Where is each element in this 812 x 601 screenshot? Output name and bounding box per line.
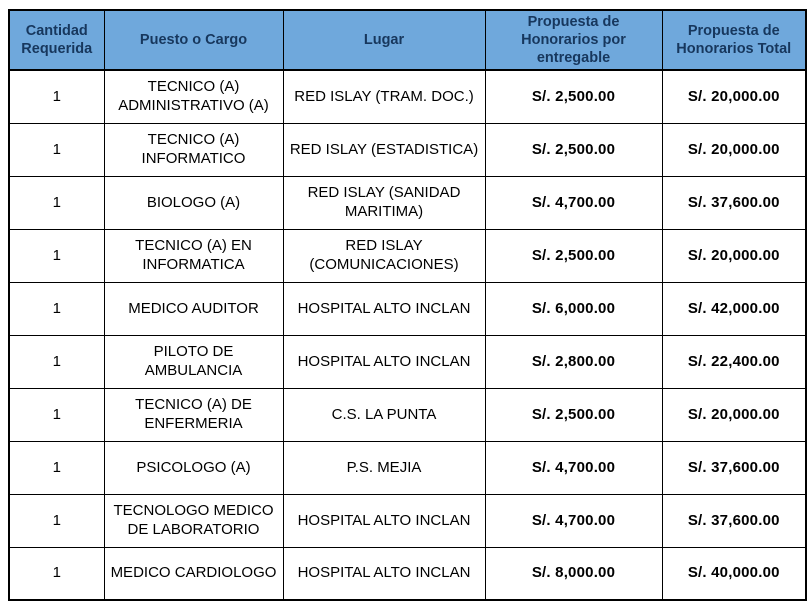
- header-puesto-o-cargo: Puesto o Cargo: [103, 9, 284, 72]
- header-cantidad-requerida: Cantidad Requerida: [8, 9, 105, 72]
- cantidad-cell: 1: [8, 69, 105, 124]
- honorario-total-cell: S/. 20,000.00: [661, 122, 807, 177]
- honorario-total-cell: S/. 20,000.00: [661, 69, 807, 124]
- honorario-total-cell: S/. 37,600.00: [661, 440, 807, 495]
- table-row: 1 TECNICO (A) INFORMATICO RED ISLAY (EST…: [8, 122, 807, 177]
- table-row: 1 MEDICO CARDIOLOGO HOSPITAL ALTO INCLAN…: [8, 546, 807, 601]
- table-row: 1 TECNICO (A) ADMINISTRATIVO (A) RED ISL…: [8, 69, 807, 124]
- lugar-cell: RED ISLAY (SANIDAD MARITIMA): [282, 175, 486, 230]
- honorario-total-cell: S/. 20,000.00: [661, 228, 807, 283]
- cantidad-cell: 1: [8, 228, 105, 283]
- cantidad-cell: 1: [8, 493, 105, 548]
- header-honorarios-entregable: Propuesta de Honorarios por entregable: [484, 9, 663, 72]
- cantidad-cell: 1: [8, 440, 105, 495]
- table-body: 1 TECNICO (A) ADMINISTRATIVO (A) RED ISL…: [8, 69, 807, 601]
- lugar-cell: HOSPITAL ALTO INCLAN: [282, 334, 486, 389]
- lugar-cell: RED ISLAY (TRAM. DOC.): [282, 69, 486, 124]
- puesto-cell: MEDICO CARDIOLOGO: [103, 546, 284, 601]
- puesto-cell: TECNICO (A) DE ENFERMERIA: [103, 387, 284, 442]
- honorario-total-cell: S/. 40,000.00: [661, 546, 807, 601]
- honorario-entregable-cell: S/. 4,700.00: [484, 175, 663, 230]
- lugar-cell: HOSPITAL ALTO INCLAN: [282, 281, 486, 336]
- table-header-row: Cantidad Requerida Puesto o Cargo Lugar …: [8, 9, 807, 72]
- header-lugar: Lugar: [282, 9, 486, 72]
- lugar-cell: RED ISLAY (COMUNICACIONES): [282, 228, 486, 283]
- honorario-entregable-cell: S/. 4,700.00: [484, 493, 663, 548]
- puesto-cell: MEDICO AUDITOR: [103, 281, 284, 336]
- puesto-cell: TECNICO (A) INFORMATICO: [103, 122, 284, 177]
- table-row: 1 TECNICO (A) EN INFORMATICA RED ISLAY (…: [8, 228, 807, 283]
- honorario-total-cell: S/. 20,000.00: [661, 387, 807, 442]
- table-row: 1 BIOLOGO (A) RED ISLAY (SANIDAD MARITIM…: [8, 175, 807, 230]
- table-row: 1 MEDICO AUDITOR HOSPITAL ALTO INCLAN S/…: [8, 281, 807, 336]
- honorario-entregable-cell: S/. 2,800.00: [484, 334, 663, 389]
- cantidad-cell: 1: [8, 122, 105, 177]
- honorario-entregable-cell: S/. 4,700.00: [484, 440, 663, 495]
- honorario-total-cell: S/. 37,600.00: [661, 175, 807, 230]
- cantidad-cell: 1: [8, 546, 105, 601]
- lugar-cell: RED ISLAY (ESTADISTICA): [282, 122, 486, 177]
- honorario-total-cell: S/. 37,600.00: [661, 493, 807, 548]
- lugar-cell: P.S. MEJIA: [282, 440, 486, 495]
- puesto-cell: BIOLOGO (A): [103, 175, 284, 230]
- table-row: 1 PSICOLOGO (A) P.S. MEJIA S/. 4,700.00 …: [8, 440, 807, 495]
- cantidad-cell: 1: [8, 334, 105, 389]
- puesto-cell: TECNICO (A) ADMINISTRATIVO (A): [103, 69, 284, 124]
- honorario-entregable-cell: S/. 8,000.00: [484, 546, 663, 601]
- cantidad-cell: 1: [8, 175, 105, 230]
- lugar-cell: HOSPITAL ALTO INCLAN: [282, 546, 486, 601]
- puesto-cell: TECNOLOGO MEDICO DE LABORATORIO: [103, 493, 284, 548]
- table-row: 1 TECNICO (A) DE ENFERMERIA C.S. LA PUNT…: [8, 387, 807, 442]
- lugar-cell: HOSPITAL ALTO INCLAN: [282, 493, 486, 548]
- honorarios-table-container: Cantidad Requerida Puesto o Cargo Lugar …: [8, 9, 807, 601]
- table-row: 1 PILOTO DE AMBULANCIA HOSPITAL ALTO INC…: [8, 334, 807, 389]
- honorario-entregable-cell: S/. 2,500.00: [484, 387, 663, 442]
- cantidad-cell: 1: [8, 387, 105, 442]
- honorarios-table: Cantidad Requerida Puesto o Cargo Lugar …: [8, 9, 807, 601]
- honorario-total-cell: S/. 22,400.00: [661, 334, 807, 389]
- lugar-cell: C.S. LA PUNTA: [282, 387, 486, 442]
- honorario-entregable-cell: S/. 2,500.00: [484, 228, 663, 283]
- puesto-cell: PILOTO DE AMBULANCIA: [103, 334, 284, 389]
- honorario-entregable-cell: S/. 2,500.00: [484, 69, 663, 124]
- honorario-total-cell: S/. 42,000.00: [661, 281, 807, 336]
- honorario-entregable-cell: S/. 2,500.00: [484, 122, 663, 177]
- table-row: 1 TECNOLOGO MEDICO DE LABORATORIO HOSPIT…: [8, 493, 807, 548]
- cantidad-cell: 1: [8, 281, 105, 336]
- header-honorarios-total: Propuesta de Honorarios Total: [661, 9, 807, 72]
- honorario-entregable-cell: S/. 6,000.00: [484, 281, 663, 336]
- puesto-cell: TECNICO (A) EN INFORMATICA: [103, 228, 284, 283]
- puesto-cell: PSICOLOGO (A): [103, 440, 284, 495]
